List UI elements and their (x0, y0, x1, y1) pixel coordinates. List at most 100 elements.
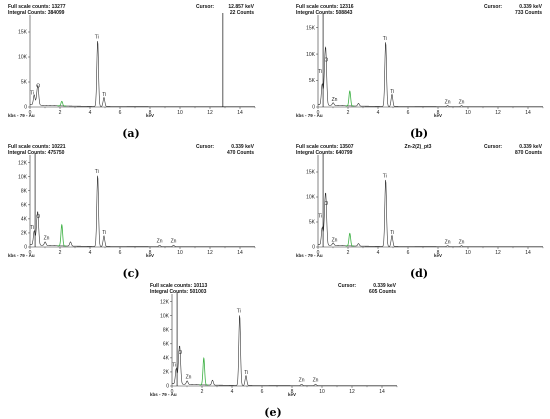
panel-label: (c) (122, 267, 139, 280)
integral-counts: Integral Counts: 508843 (296, 10, 353, 16)
y-tick-label: 6K (21, 203, 28, 209)
y-tick-label: 6K (163, 342, 170, 348)
peak-annotation: Ti (237, 309, 241, 315)
x-tick-label: 4 (89, 110, 92, 116)
x-tick-label: 12 (207, 250, 213, 256)
peak-annotation: Zn (445, 240, 451, 246)
x-tick-label: 0 (317, 110, 320, 116)
x-tick-label: 12 (495, 250, 501, 256)
y-tick-label: 15K (18, 30, 28, 36)
x-tick-label: 10 (177, 110, 183, 116)
x-tick-label: 0 (317, 250, 320, 256)
x-tick-label: 14 (237, 250, 243, 256)
peak-annotation: Ti (390, 89, 394, 95)
x-tick-label: 10 (177, 250, 183, 256)
spectrum-line (317, 42, 543, 107)
y-tick-label: 4K (163, 356, 170, 362)
integral-counts: Integral Counts: 475750 (8, 150, 65, 156)
y-tick-label: 10K (18, 55, 28, 61)
x-tick-label: 12 (495, 110, 501, 116)
x-tick-label: 6 (261, 389, 264, 395)
peak-annotation: Zn (171, 238, 177, 244)
integral-counts: Integral Counts: 501003 (150, 289, 207, 295)
x-tick-label: 2 (59, 250, 62, 256)
y-tick-label: 8K (163, 327, 170, 333)
x-tick-label: 14 (525, 110, 531, 116)
y-tick-label: 2K (21, 231, 28, 237)
cursor-kev: 0.339 keV (231, 144, 254, 150)
peak-annotation: Zn (459, 240, 465, 246)
highlighted-peak (345, 232, 355, 247)
eds-spectrum-panel-b: Full scale counts: 12316 Integral Counts:… (288, 0, 550, 140)
x-tick-label: 2 (347, 250, 350, 256)
x-tick-label: 8 (149, 250, 152, 256)
eds-spectrum-panel-e: Full scale counts: 10113 Integral Counts:… (142, 279, 404, 419)
panel-label: (b) (410, 127, 428, 140)
footer-label: kbs - 79 - Au (296, 253, 323, 258)
cursor-kev: 12.857 keV (228, 4, 254, 10)
x-tick-label: 4 (231, 389, 234, 395)
panel-label: (e) (264, 406, 281, 419)
highlighted-peak (345, 90, 355, 107)
cursor-kev: 0.339 keV (373, 283, 396, 289)
peak-annotation: Ti (383, 36, 387, 42)
integral-counts: Integral Counts: 640799 (296, 150, 353, 156)
footer-label: kbs - 79 - Au (8, 253, 35, 258)
peak-annotation: Zn (313, 377, 319, 383)
cursor-counts: 733 Counts (515, 10, 542, 16)
x-tick-label: 4 (377, 250, 380, 256)
cursor-kev: 0.339 keV (519, 144, 542, 150)
highlighted-peak (57, 100, 67, 107)
y-tick-label: 5K (309, 78, 316, 84)
peak-annotation: Zn (332, 97, 338, 103)
x-tick-label: 0 (29, 110, 32, 116)
peak-annotation: Zn (332, 238, 338, 244)
peak-annotation: Zn (157, 238, 163, 244)
x-axis-label: keV (434, 113, 442, 118)
peak-annotation: O (36, 84, 40, 90)
spectrum-line (29, 41, 255, 107)
x-axis-label: keV (434, 253, 442, 258)
cursor-counts: 22 Counts (230, 10, 254, 16)
footer-label: kbs - 79 - Au (296, 113, 323, 118)
y-tick-label: 15K (306, 25, 316, 31)
full-scale-counts: Full scale counts: 12316 (296, 4, 354, 10)
cursor-kev: 0.339 keV (519, 4, 542, 10)
spectrum-line (171, 315, 397, 386)
panel-label: (d) (410, 267, 428, 280)
x-tick-label: 8 (149, 110, 152, 116)
x-tick-label: 6 (407, 110, 410, 116)
peak-annotation: Ti (318, 69, 322, 75)
peak-annotation: O (324, 58, 328, 64)
x-axis-label: keV (288, 392, 296, 397)
peak-annotation: Ti (30, 91, 34, 97)
spectrum-line (29, 175, 255, 247)
x-tick-label: 10 (465, 250, 471, 256)
peak-annotation: Ti (102, 230, 106, 236)
peak-annotation: Ti (383, 174, 387, 180)
peak-annotation: Ti (30, 225, 34, 231)
x-tick-label: 4 (377, 110, 380, 116)
x-tick-label: 2 (347, 110, 350, 116)
peak-annotation: O (36, 214, 40, 220)
x-tick-label: 10 (319, 389, 325, 395)
x-tick-label: 2 (59, 110, 62, 116)
spectrum-name: Zn-2(2)_pt3 (405, 144, 432, 150)
peak-annotation: Ti (102, 92, 106, 98)
y-tick-label: 0 (312, 105, 315, 111)
eds-spectrum-panel-a: Full scale counts: 13277 Integral Counts:… (0, 0, 262, 140)
peak-annotation: Ti (95, 35, 99, 41)
peak-annotation: Zn (299, 377, 305, 383)
highlighted-peak (57, 223, 67, 247)
highlighted-peak (199, 356, 209, 386)
cursor-label: Cursor: (196, 4, 214, 10)
x-tick-label: 6 (119, 110, 122, 116)
peak-annotation: Zn (459, 99, 465, 105)
x-tick-label: 8 (437, 110, 440, 116)
y-tick-label: 0 (312, 245, 315, 251)
peak-annotation: Ti (390, 230, 394, 236)
y-tick-label: 0 (166, 384, 169, 390)
